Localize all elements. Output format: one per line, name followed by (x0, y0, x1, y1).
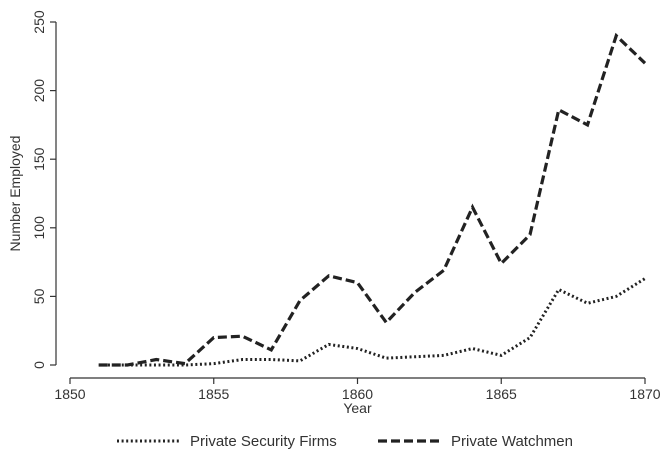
x-tick-label: 1865 (486, 386, 517, 402)
legend: Private Security Firms Private Watchmen (117, 433, 573, 450)
y-tick-label: 100 (31, 216, 47, 240)
x-tick-label: 1860 (342, 386, 373, 402)
x-axis-title: Year (343, 400, 372, 416)
y-tick-label: 0 (31, 361, 47, 369)
y-tick-label: 200 (31, 79, 47, 103)
y-tick-label: 250 (31, 10, 47, 34)
y-axis-title: Number Employed (7, 136, 23, 252)
legend-label-watchmen: Private Watchmen (451, 433, 573, 450)
series-line-watchmen (98, 32, 647, 367)
y-tick-label: 50 (31, 288, 47, 304)
x-tick-label: 1850 (54, 386, 85, 402)
y-ticks: 0 50 100 150 200 250 (31, 10, 56, 369)
series-layer (98, 32, 647, 367)
x-tick-label: 1870 (629, 386, 660, 402)
y-tick-label: 150 (31, 147, 47, 171)
x-ticks: 1850 1855 1860 1865 1870 (54, 378, 661, 402)
axes (55, 22, 645, 379)
legend-label-security-firms: Private Security Firms (190, 433, 337, 450)
x-tick-label: 1855 (198, 386, 229, 402)
series-line-security-firms (98, 277, 646, 367)
